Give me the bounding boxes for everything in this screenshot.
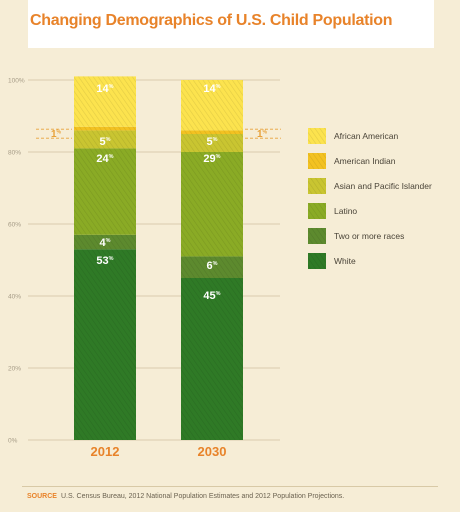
y-tick-label: 60% bbox=[8, 222, 21, 229]
bar-texture-white-2012 bbox=[74, 249, 136, 440]
bar-texture-latino-2030 bbox=[181, 152, 243, 257]
bar-texture-latino-2012 bbox=[74, 148, 136, 235]
data-label-asian-and-pacific-islander-2012: 5% bbox=[99, 136, 110, 148]
legend-swatch-texture-african-american bbox=[308, 128, 326, 144]
bar-texture-american-indian-2012 bbox=[74, 126, 136, 131]
x-category-label-2030: 2030 bbox=[198, 444, 227, 459]
bar-texture-two-or-more-races-2030 bbox=[181, 256, 243, 278]
data-label-asian-and-pacific-islander-2030: 5% bbox=[206, 136, 217, 148]
y-tick-label: 40% bbox=[8, 294, 21, 301]
y-tick-label: 20% bbox=[8, 366, 21, 373]
y-tick-label: 80% bbox=[8, 150, 21, 157]
source-text: U.S. Census Bureau, 2012 National Popula… bbox=[60, 493, 345, 500]
chart-title: Changing Demographics of U.S. Child Popu… bbox=[30, 12, 393, 29]
bar-texture-two-or-more-races-2012 bbox=[74, 234, 136, 250]
data-label-african-american-2030: 14% bbox=[203, 83, 220, 95]
legend-label-two-or-more-races: Two or more races bbox=[334, 231, 404, 241]
legend-label-latino: Latino bbox=[334, 206, 357, 216]
data-label-african-american-2012: 14% bbox=[96, 83, 113, 95]
legend-label-asian-and-pacific-islander: Asian and Pacific Islander bbox=[334, 181, 432, 191]
data-label-white-2030: 45% bbox=[203, 290, 220, 302]
legend-label-african-american: African American bbox=[334, 131, 399, 141]
data-label-latino-2030: 29% bbox=[203, 153, 220, 165]
data-label-white-2012: 53% bbox=[96, 255, 113, 267]
bar-texture-african-american-2030 bbox=[181, 80, 243, 131]
data-label-latino-2012: 24% bbox=[96, 153, 113, 165]
x-category-label-2012: 2012 bbox=[91, 444, 120, 459]
data-label-american-indian-2012: 1% bbox=[51, 129, 62, 140]
legend-label-american-indian: American Indian bbox=[334, 156, 396, 166]
y-tick-label: 100% bbox=[8, 78, 25, 85]
bar-texture-asian-and-pacific-islander-2012 bbox=[74, 130, 136, 149]
y-tick-label: 0% bbox=[8, 438, 18, 445]
bar-texture-american-indian-2030 bbox=[181, 130, 243, 134]
bar-texture-asian-and-pacific-islander-2030 bbox=[181, 134, 243, 152]
legend-label-white: White bbox=[334, 256, 356, 266]
data-label-american-indian-2030: 1% bbox=[257, 129, 268, 140]
source-label: SOURCE bbox=[27, 493, 57, 500]
legend-swatch-texture-american-indian bbox=[308, 153, 326, 169]
legend-swatch-texture-asian-and-pacific-islander bbox=[308, 178, 326, 194]
legend-swatch-texture-white bbox=[308, 253, 326, 269]
data-label-two-or-more-races-2030: 6% bbox=[206, 260, 217, 272]
legend-swatch-texture-latino bbox=[308, 203, 326, 219]
legend-swatch-texture-two-or-more-races bbox=[308, 228, 326, 244]
source-divider bbox=[22, 486, 438, 487]
stacked-bar-chart: 0% 20% 40% 60% 80% 100% 2012 2030 53% 45% 4% 6% 24%… bbox=[8, 76, 432, 459]
bar-texture-white-2030 bbox=[181, 278, 243, 440]
data-label-two-or-more-races-2012: 4% bbox=[99, 237, 110, 249]
source-note: SOURCE U.S. Census Bureau, 2012 National … bbox=[27, 493, 344, 500]
bar-texture-african-american-2012 bbox=[74, 76, 136, 127]
title-banner bbox=[28, 0, 434, 48]
